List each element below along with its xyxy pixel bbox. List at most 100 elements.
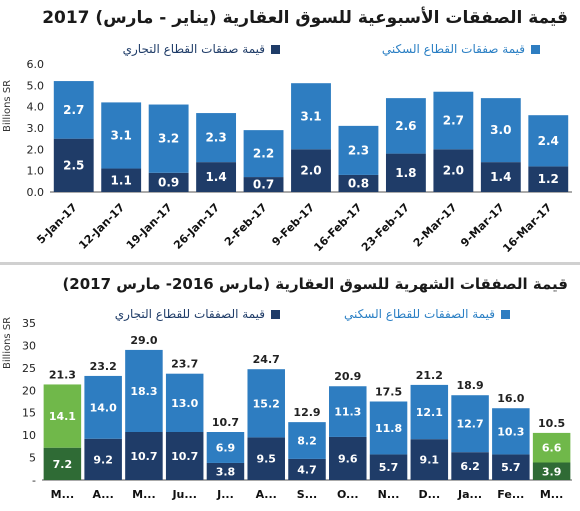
- x-tick-label: 23-Feb-17: [359, 201, 412, 254]
- x-tick-label: 12-Jan-17: [76, 201, 127, 252]
- bar-residential: [329, 386, 367, 437]
- bar-label-commercial: 3.8: [216, 465, 236, 478]
- bar-residential: [53, 81, 94, 139]
- bar-label-commercial: 4.7: [297, 463, 317, 476]
- bar-residential: [492, 408, 530, 455]
- bar-residential: [247, 369, 285, 438]
- y-tick-label: 2.0: [27, 143, 45, 156]
- bar-residential: [532, 432, 571, 463]
- x-tick-label: A...: [93, 488, 114, 501]
- bar-label-residential: 6.6: [542, 442, 562, 455]
- bar-commercial: [196, 162, 237, 192]
- bar-residential: [243, 130, 284, 178]
- bar-residential: [338, 125, 379, 175]
- bar-residential: [291, 83, 331, 150]
- bar-label-commercial: 1.8: [395, 166, 416, 180]
- monthly-chart-title: قيمة الصفقات الشهرية للسوق العقارية (مار…: [62, 275, 568, 293]
- x-tick-label: N...: [378, 488, 400, 501]
- bar-label-residential: 13.0: [171, 397, 198, 410]
- x-tick-label: A...: [256, 488, 277, 501]
- bar-residential: [206, 432, 245, 463]
- bar-total-label: 20.9: [334, 370, 361, 383]
- x-tick-label: S...: [297, 488, 317, 501]
- bar-label-residential: 2.7: [63, 103, 84, 117]
- y-tick-label: 35: [22, 317, 36, 330]
- bar-label-residential: 3.1: [300, 109, 321, 123]
- bar-label-commercial: 7.2: [53, 458, 73, 471]
- y-tick-label: 15: [22, 407, 36, 420]
- bar-commercial: [492, 454, 530, 480]
- bar-label-commercial: 9.2: [93, 453, 113, 466]
- bar-commercial: [43, 447, 82, 480]
- x-tick-label: 16-Mar-17: [500, 201, 554, 255]
- bar-commercial: [84, 438, 122, 480]
- bar-label-commercial: 9.1: [420, 454, 440, 467]
- bar-label-residential: 2.4: [538, 134, 559, 148]
- bar-residential: [385, 98, 426, 154]
- weekly-chart-panel: قيمة الصفقات الأسبوعية للسوق العقارية (ي…: [0, 8, 580, 265]
- bar-label-commercial: 0.7: [253, 178, 274, 192]
- bar-label-residential: 11.3: [334, 406, 361, 419]
- y-tick-label: 4.0: [27, 101, 45, 114]
- bar-label-residential: 3.0: [490, 123, 511, 137]
- bar-total-label: 29.0: [130, 334, 157, 347]
- bar-label-residential: 6.9: [216, 441, 236, 454]
- bar-commercial: [532, 462, 571, 480]
- bar-commercial: [369, 454, 408, 480]
- bar-label-residential: 14.1: [49, 410, 76, 423]
- bar-label-residential: 2.3: [205, 131, 226, 145]
- x-tick-label: Fe...: [497, 488, 524, 501]
- bar-total-label: 18.9: [457, 379, 484, 392]
- bar-label-commercial: 2.0: [443, 164, 464, 178]
- bar-commercial: [165, 432, 204, 480]
- bar-total-label: 24.7: [253, 353, 280, 366]
- bar-total-label: 17.5: [375, 386, 402, 399]
- bar-commercial: [206, 462, 245, 480]
- x-tick-label: 19-Jan-17: [124, 201, 175, 252]
- bar-commercial: [148, 172, 189, 192]
- bar-commercial: [433, 149, 474, 192]
- bar-label-residential: 12.7: [457, 418, 484, 431]
- x-tick-label: 16-Feb-17: [311, 201, 364, 254]
- bar-commercial: [125, 432, 163, 480]
- bar-label-residential: 2.6: [395, 119, 416, 133]
- bar-label-commercial: 6.2: [460, 460, 480, 473]
- bar-total-label: 12.9: [293, 406, 320, 419]
- bar-total-label: 16.0: [497, 392, 524, 405]
- legend-residential-monthly: قيمة الصفقات للقطاع السكني: [344, 307, 510, 321]
- bar-residential: [369, 401, 408, 455]
- bar-residential: [288, 422, 326, 459]
- bar-label-commercial: 0.8: [348, 176, 369, 190]
- x-tick-label: M...: [132, 488, 155, 501]
- bar-total-label: 21.2: [416, 369, 443, 382]
- x-tick-label: J...: [216, 488, 234, 501]
- y-tick-label: 5.0: [27, 79, 45, 92]
- bar-label-residential: 3.1: [111, 128, 132, 142]
- bar-label-residential: 11.8: [375, 422, 402, 435]
- bar-total-label: 23.7: [171, 358, 198, 371]
- bar-commercial: [101, 168, 142, 192]
- bar-commercial: [247, 437, 285, 480]
- bar-commercial: [291, 149, 331, 192]
- bar-residential: [433, 91, 474, 150]
- bar-label-commercial: 1.4: [490, 170, 511, 184]
- bar-residential: [451, 395, 489, 453]
- legend-residential-swatch: [531, 44, 540, 54]
- y-tick-label: 1.0: [27, 165, 45, 178]
- bar-residential: [165, 373, 204, 433]
- bar-label-commercial: 2.5: [63, 158, 84, 172]
- x-tick-label: Ju...: [171, 488, 196, 501]
- bar-label-residential: 12.1: [416, 406, 443, 419]
- y-tick-label: 0.0: [27, 186, 45, 199]
- legend-commercial-swatch: [271, 44, 280, 54]
- bar-label-residential: 8.2: [297, 435, 317, 448]
- bar-total-label: 10.5: [538, 417, 565, 430]
- bar-residential: [148, 104, 189, 173]
- x-tick-label: M...: [51, 488, 74, 501]
- monthly-chart-plot: - 5 10 15 20 25 30 35 7.2 14.1 21.3 M... 9.2 14.0 23.2…: [22, 317, 572, 501]
- x-tick-label: 2-Mar-17: [411, 201, 460, 250]
- bar-commercial: [243, 177, 284, 192]
- bar-total-label: 23.2: [90, 360, 117, 373]
- x-tick-label: 9-Feb-17: [269, 201, 317, 249]
- bar-label-commercial: 1.4: [205, 170, 226, 184]
